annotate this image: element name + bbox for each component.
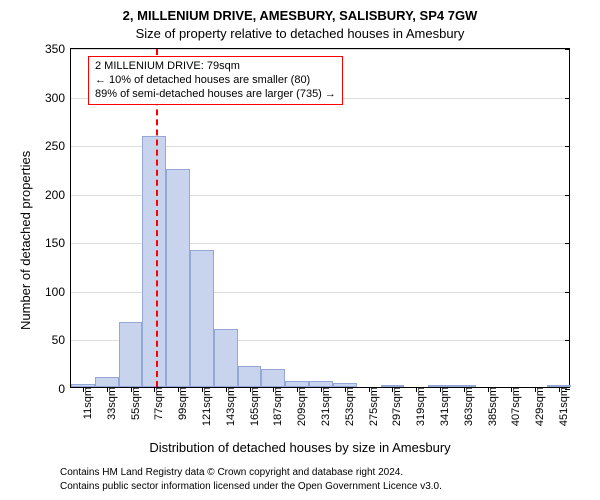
ytick-mark: [565, 146, 570, 147]
credits: Contains HM Land Registry data © Crown c…: [60, 466, 442, 493]
ytick-label: 350: [45, 42, 71, 56]
annotation-line-2: ← 10% of detached houses are smaller (80…: [95, 74, 336, 88]
histogram-bar: [238, 366, 262, 387]
histogram-bar: [95, 377, 119, 387]
credits-line-2: Contains public sector information licen…: [60, 480, 442, 494]
xtick-label: 165sqm: [247, 387, 261, 426]
xtick-label: 363sqm: [461, 387, 475, 426]
histogram-bar: [142, 136, 166, 387]
histogram-bar: [261, 369, 285, 387]
annotation-line-3: 89% of semi-detached houses are larger (…: [95, 88, 336, 102]
xtick-label: 99sqm: [175, 387, 189, 420]
ytick-mark: [565, 195, 570, 196]
ytick-label: 100: [45, 285, 71, 299]
xtick-label: 11sqm: [80, 387, 94, 419]
xtick-label: 33sqm: [104, 387, 118, 420]
xtick-label: 407sqm: [508, 387, 522, 426]
annotation-line-1: 2 MILLENIUM DRIVE: 79sqm: [95, 60, 336, 74]
xtick-label: 451sqm: [556, 387, 570, 426]
page-title: 2, MILLENIUM DRIVE, AMESBURY, SALISBURY,…: [0, 8, 600, 23]
xtick-label: 341sqm: [437, 387, 451, 426]
y-axis-label: Number of detached properties: [18, 151, 33, 330]
xtick-label: 231sqm: [318, 387, 332, 426]
xtick-label: 297sqm: [389, 387, 403, 426]
x-axis-label: Distribution of detached houses by size …: [0, 440, 600, 455]
xtick-label: 385sqm: [485, 387, 499, 426]
ytick-mark: [565, 243, 570, 244]
xtick-label: 319sqm: [413, 387, 427, 426]
histogram-bar: [119, 322, 143, 387]
ytick-mark: [565, 292, 570, 293]
ytick-mark: [565, 98, 570, 99]
ytick-mark: [565, 340, 570, 341]
histogram-bar: [190, 250, 214, 387]
xtick-label: 187sqm: [270, 387, 284, 426]
annotation-box: 2 MILLENIUM DRIVE: 79sqm ← 10% of detach…: [88, 56, 343, 105]
gridline: [71, 49, 569, 50]
xtick-label: 429sqm: [532, 387, 546, 426]
credits-line-1: Contains HM Land Registry data © Crown c…: [60, 466, 442, 480]
xtick-label: 143sqm: [223, 387, 237, 426]
ytick-label: 300: [45, 91, 71, 105]
xtick-label: 55sqm: [128, 387, 142, 420]
histogram-bar: [214, 329, 238, 387]
ytick-label: 200: [45, 188, 71, 202]
ytick-mark: [565, 49, 570, 50]
xtick-label: 253sqm: [342, 387, 356, 426]
page-subtitle: Size of property relative to detached ho…: [0, 26, 600, 41]
ytick-label: 250: [45, 139, 71, 153]
ytick-label: 150: [45, 236, 71, 250]
histogram-bar: [166, 169, 190, 387]
ytick-label: 0: [58, 382, 71, 396]
ytick-label: 50: [52, 333, 71, 347]
xtick-label: 209sqm: [294, 387, 308, 426]
xtick-label: 275sqm: [366, 387, 380, 426]
xtick-label: 121sqm: [199, 387, 213, 426]
xtick-label: 77sqm: [151, 387, 165, 420]
